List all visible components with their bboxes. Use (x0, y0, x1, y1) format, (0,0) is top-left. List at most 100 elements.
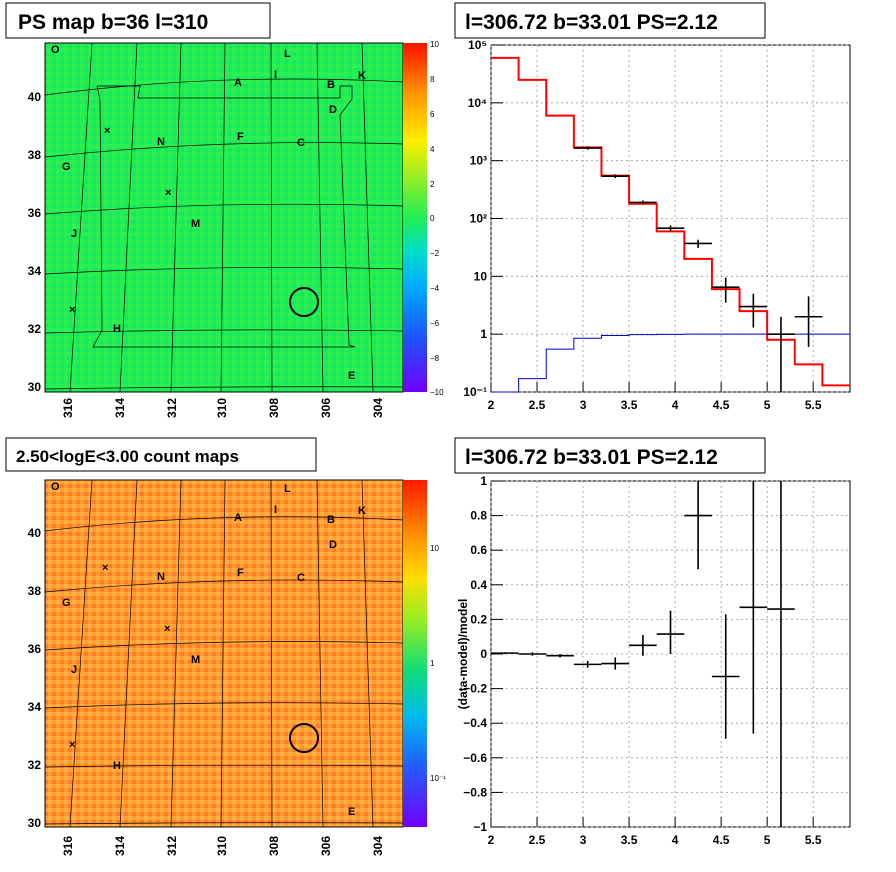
count-map-image[interactable] (44, 479, 404, 828)
data-point (656, 225, 685, 232)
svg-text:−6: −6 (430, 319, 440, 328)
x-tick-label: 2.5 (529, 833, 546, 847)
svg-text:B: B (327, 79, 335, 91)
count-map-colorbar (403, 480, 427, 827)
ps-map-x-marker: × (104, 125, 110, 137)
svg-text:6: 6 (430, 110, 435, 119)
y-tick-label: 10⁵ (468, 38, 487, 52)
data-point (629, 634, 657, 656)
x-tick-label: 5.5 (805, 398, 822, 412)
data-point (739, 293, 768, 328)
x-tick-label: 4.5 (713, 398, 730, 412)
ps-map-colorbar-ticks: 10 8 6 4 2 0 −2 −4 −6 −8 −10 (430, 40, 444, 397)
svg-text:10: 10 (430, 40, 439, 49)
svg-text:I: I (274, 69, 277, 81)
svg-text:M: M (191, 654, 200, 666)
svg-text:36: 36 (28, 206, 42, 220)
count-map-source-circle[interactable] (289, 723, 319, 753)
svg-text:36: 36 (28, 642, 42, 656)
ps-map-x-marker: × (69, 304, 75, 316)
x-tick-label: 4 (672, 398, 679, 412)
svg-text:N: N (157, 571, 165, 583)
ps-map-x-ticks: 316 314 312 310 308 306 304 (61, 398, 385, 418)
svg-text:8: 8 (430, 75, 435, 84)
data-point (573, 146, 602, 150)
x-tick-label: 2 (488, 398, 495, 412)
ps-map-x-marker: × (165, 187, 171, 199)
svg-text:0: 0 (430, 214, 435, 223)
ps-map-source-circle[interactable] (289, 287, 319, 317)
ps-map-labels: O L I K A B D N F C G M J H E (51, 44, 366, 382)
svg-text:−10: −10 (430, 388, 444, 397)
svg-text:I: I (274, 504, 277, 516)
count-map-y-ticks: 30 32 34 36 38 40 (28, 526, 42, 830)
y-tick-label: 0.2 (470, 612, 487, 626)
y-tick-label: −0.8 (463, 785, 487, 799)
svg-text:304: 304 (371, 836, 385, 856)
step-series (491, 333, 850, 393)
svg-text:A: A (234, 77, 242, 89)
y-tick-label: 1 (480, 474, 487, 488)
svg-text:316: 316 (61, 398, 75, 418)
data-point (711, 614, 740, 739)
svg-text:10: 10 (430, 544, 439, 553)
svg-text:C: C (297, 572, 305, 584)
residual-panel: l=306.72 b=33.01 PS=2.12 2 2.5 3 3.5 4 4.5 5 5.… (454, 437, 851, 847)
svg-text:308: 308 (267, 836, 281, 856)
spectrum-panel: l=306.72 b=33.01 PS=2.12 2 2.5 3 3.5 4 4.5 5 5.… (454, 2, 851, 412)
svg-text:2: 2 (430, 180, 435, 189)
svg-text:A: A (234, 512, 242, 524)
y-tick-label: 10³ (470, 154, 487, 168)
svg-text:40: 40 (28, 526, 42, 540)
svg-text:K: K (358, 70, 366, 82)
y-tick-label: 0.6 (470, 543, 487, 557)
svg-text:38: 38 (28, 584, 42, 598)
svg-text:304: 304 (371, 398, 385, 418)
data-point (656, 610, 685, 654)
data-point (491, 652, 519, 654)
svg-text:34: 34 (28, 264, 42, 278)
count-map-x-marker: × (164, 623, 170, 635)
svg-text:−4: −4 (430, 284, 440, 293)
svg-text:306: 306 (319, 398, 333, 418)
count-map-x-ticks: 316 314 312 310 308 306 304 (61, 836, 385, 856)
count-map-panel: 2.50<logE<3.00 count maps × × × O L I K (5, 437, 446, 856)
x-tick-label: 5.5 (805, 833, 822, 847)
count-map-grid (44, 479, 404, 828)
svg-text:M: M (191, 218, 200, 230)
svg-text:38: 38 (28, 148, 42, 162)
svg-text:310: 310 (215, 836, 229, 856)
svg-text:32: 32 (28, 322, 42, 336)
spectrum-title: l=306.72 b=33.01 PS=2.12 (465, 11, 718, 34)
svg-text:1: 1 (430, 659, 435, 668)
data-point (601, 174, 630, 179)
svg-text:30: 30 (28, 816, 42, 830)
svg-text:H: H (113, 323, 121, 335)
x-tick-label: 5 (764, 398, 771, 412)
x-tick-label: 2 (488, 833, 495, 847)
svg-text:F: F (237, 567, 244, 579)
ps-map-grid (44, 42, 404, 393)
svg-text:G: G (62, 597, 71, 609)
svg-text:H: H (113, 760, 121, 772)
x-tick-label: 4 (672, 833, 679, 847)
svg-text:O: O (51, 481, 60, 493)
y-tick-label: 0 (480, 647, 487, 661)
y-tick-label: 0.4 (470, 578, 487, 592)
svg-text:O: O (51, 44, 60, 56)
svg-text:D: D (329, 104, 337, 116)
x-tick-label: 5 (764, 833, 771, 847)
svg-text:30: 30 (28, 380, 42, 394)
svg-text:314: 314 (113, 398, 127, 418)
svg-text:316: 316 (61, 836, 75, 856)
x-tick-label: 4.5 (713, 833, 730, 847)
ps-map-title: PS map b=36 l=310 (18, 11, 208, 34)
residual-title: l=306.72 b=33.01 PS=2.12 (465, 446, 718, 469)
data-point (601, 657, 630, 670)
svg-text:J: J (71, 664, 77, 676)
x-tick-label: 3 (580, 398, 587, 412)
y-tick-label: −0.4 (463, 716, 487, 730)
y-tick-label: 10 (474, 269, 488, 283)
svg-text:306: 306 (319, 836, 333, 856)
